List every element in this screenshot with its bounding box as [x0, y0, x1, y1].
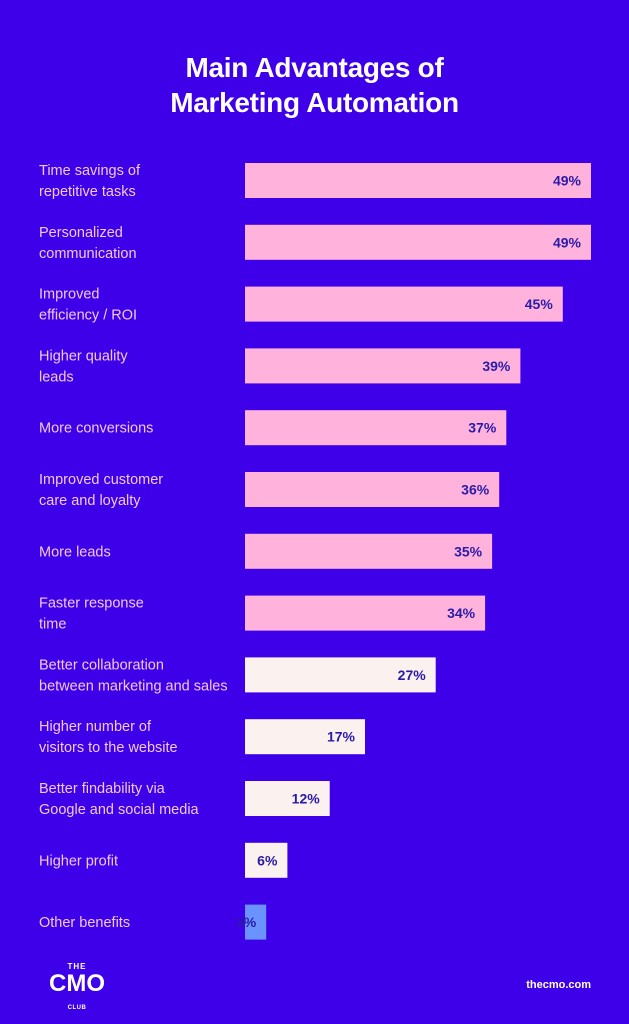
bar-value-label-10: 17% — [327, 729, 356, 745]
site-url: thecmo.com — [526, 979, 591, 991]
bar-value-label-1: 49% — [553, 173, 582, 189]
bar-4 — [245, 348, 521, 384]
category-label-8-line-2: time — [39, 617, 66, 633]
chart-title-line-2: Marketing Automation — [170, 87, 459, 118]
bar-6 — [245, 472, 500, 507]
bar-value-label-7: 35% — [454, 543, 483, 559]
category-label-9-line-1: Better collaboration — [39, 657, 164, 673]
bar-8 — [245, 595, 486, 631]
bar-9 — [245, 657, 436, 693]
bar-value-label-13: 3% — [236, 914, 257, 930]
cmo-club-logo: THE CMO CLUB — [44, 962, 110, 1012]
bar-value-label-3: 45% — [525, 296, 554, 312]
bar-3 — [245, 286, 563, 322]
category-label-13-line-1: Other benefits — [39, 915, 130, 931]
bar-chart: 49% Time savings of repetitive tasks 49% Per… — [39, 163, 591, 940]
category-label-2-line-2: communication — [39, 246, 137, 262]
chart-title: Main Advantages of Marketing Automation — [0, 50, 629, 120]
bar-5 — [245, 410, 507, 446]
category-label-6-line-2: care and loyalty — [39, 493, 141, 509]
bar-value-label-11: 12% — [292, 791, 321, 807]
category-label-8-line-1: Faster response — [39, 596, 144, 612]
category-label-1-line-2: repetitive tasks — [39, 184, 136, 200]
bar-7 — [245, 533, 493, 569]
logo-club-text: CLUB — [64, 1004, 90, 1012]
logo-cmo-text: CMO — [49, 970, 105, 997]
category-label-11-line-1: Better findability via — [39, 781, 166, 797]
category-label-5-line-1: More conversions — [39, 421, 153, 437]
category-label-2-line-1: Personalized — [39, 225, 123, 241]
category-label-12-line-1: Higher profit — [39, 853, 118, 869]
category-label-6-line-1: Improved customer — [39, 472, 163, 488]
bar-10 — [245, 719, 365, 755]
category-label-4-line-1: Higher quality — [39, 348, 128, 364]
category-label-1-line-1: Time savings of — [39, 163, 141, 179]
bar-2 — [245, 224, 591, 260]
category-label-4-line-2: leads — [39, 369, 74, 385]
bar-value-label-8: 34% — [447, 605, 476, 621]
category-label-10-line-1: Higher number of — [39, 719, 152, 735]
category-label-10-line-2: visitors to the website — [39, 740, 178, 756]
category-label-3-line-1: Improved — [39, 287, 99, 303]
logo-the-text: THE — [67, 962, 87, 971]
bar-11 — [245, 781, 330, 816]
bar-value-label-2: 49% — [553, 234, 582, 250]
category-label-7-line-1: More leads — [39, 544, 111, 560]
bar-13 — [245, 904, 267, 940]
category-label-9-line-2: between marketing and sales — [39, 678, 228, 694]
bar-1 — [245, 163, 591, 198]
category-label-3-line-2: efficiency / ROI — [39, 308, 137, 324]
bar-value-label-4: 39% — [482, 358, 511, 374]
bar-12 — [245, 842, 288, 878]
bar-value-label-9: 27% — [398, 667, 427, 683]
chart-title-line-1: Main Advantages of — [185, 52, 444, 83]
bar-value-label-12: 6% — [257, 852, 278, 868]
bar-value-label-5: 37% — [468, 420, 497, 436]
bar-value-label-6: 36% — [461, 482, 490, 498]
category-label-11-line-2: Google and social media — [39, 802, 200, 818]
